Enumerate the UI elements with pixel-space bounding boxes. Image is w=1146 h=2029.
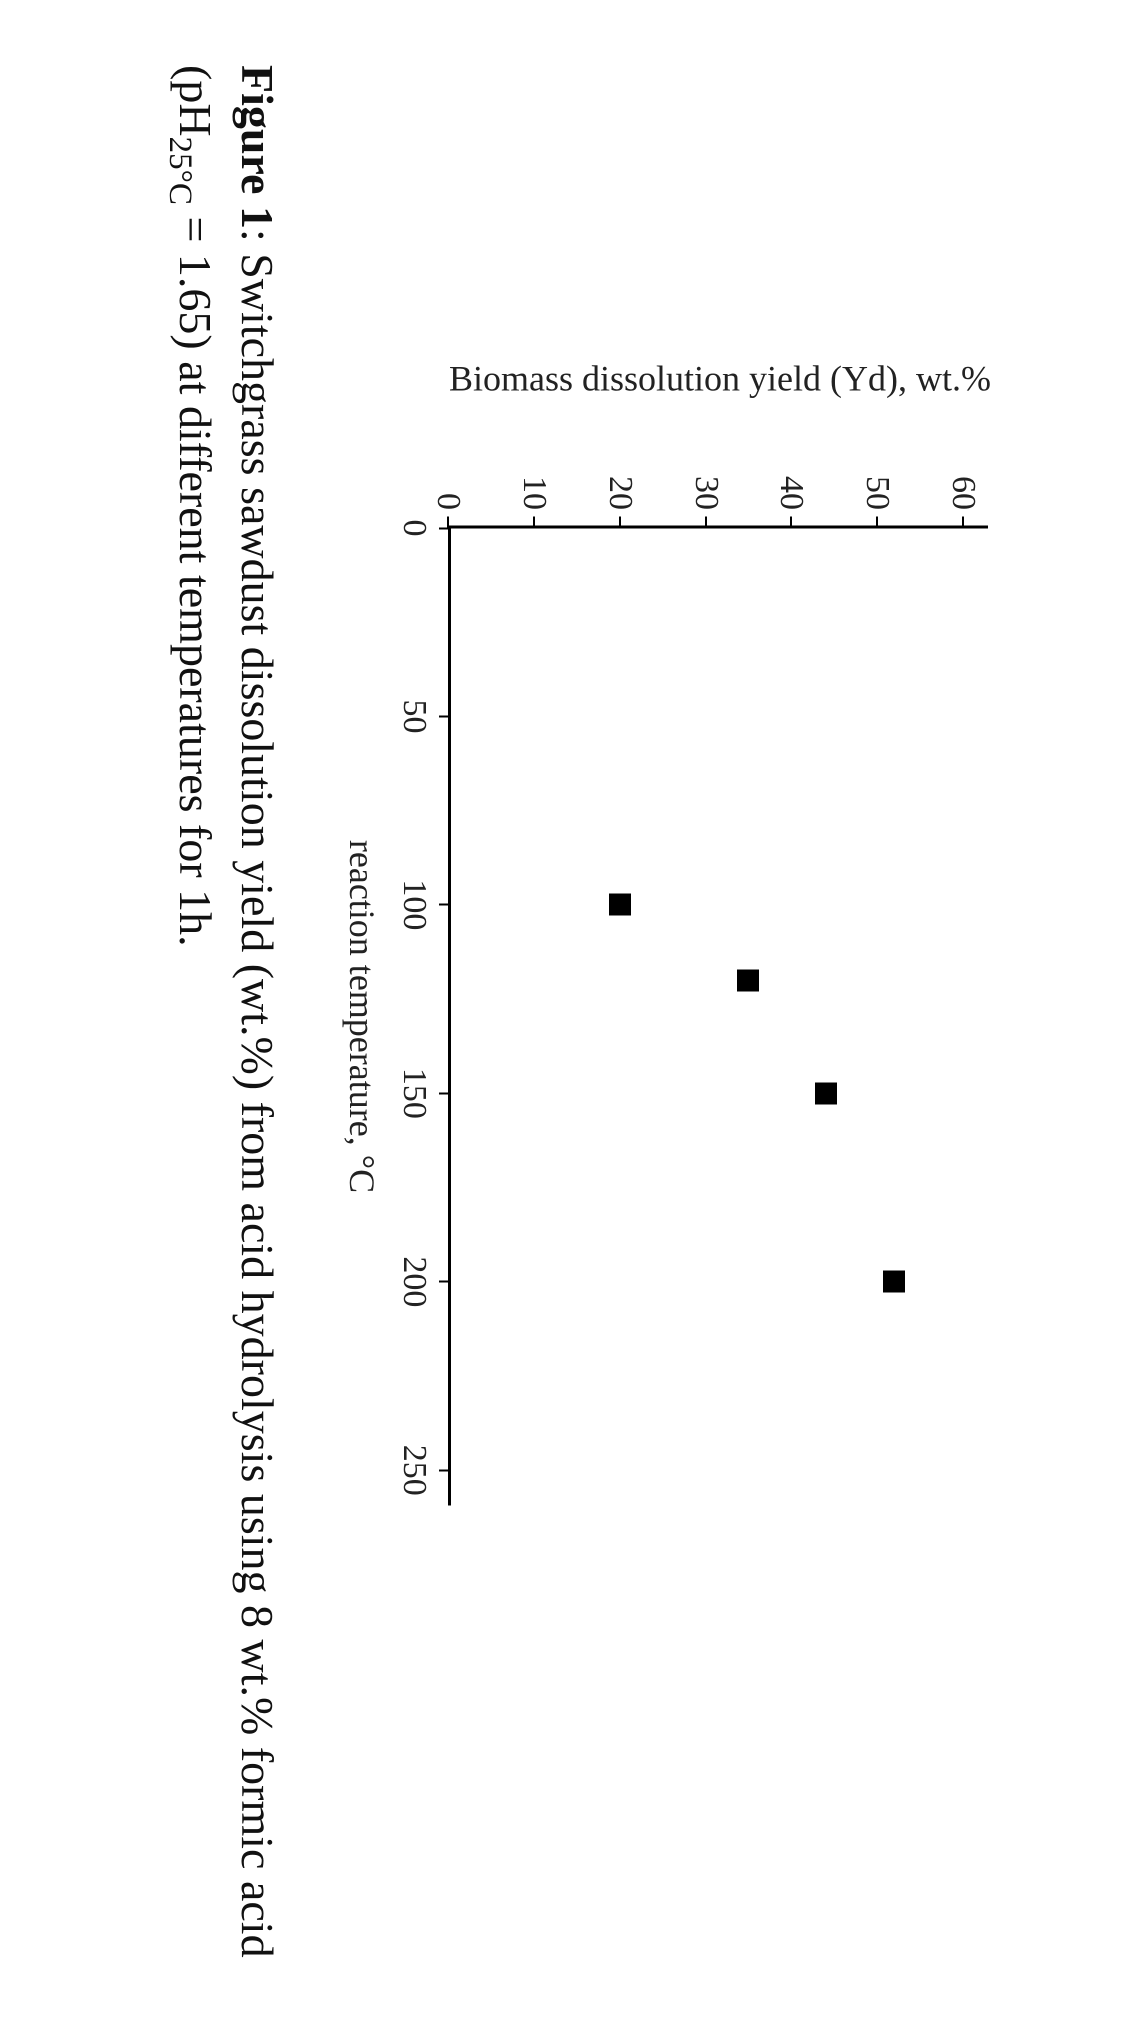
x-tick bbox=[440, 527, 452, 529]
data-point-marker bbox=[883, 1270, 905, 1292]
x-tick-label: 250 bbox=[396, 1444, 434, 1495]
x-tick-label: 200 bbox=[396, 1256, 434, 1307]
y-tick-label: 30 bbox=[687, 476, 725, 510]
caption-text-after: = 1.65) at different temperatures for 1h… bbox=[170, 204, 221, 946]
y-tick bbox=[876, 516, 878, 528]
y-tick bbox=[705, 516, 707, 528]
x-tick-label: 0 bbox=[396, 519, 434, 536]
figure-label: Figure 1 bbox=[233, 65, 284, 229]
y-tick bbox=[790, 516, 792, 528]
y-tick-label: 50 bbox=[858, 476, 896, 510]
chart-frame: Biomass dissolution yield (Yd), wt.% rea… bbox=[449, 525, 989, 1505]
x-tick-label: 150 bbox=[396, 1067, 434, 1118]
x-tick bbox=[440, 1469, 452, 1471]
x-axis-label: reaction temperature, °C bbox=[342, 839, 384, 1192]
figure-caption: Figure 1: Switchgrass sawdust dissolutio… bbox=[158, 65, 289, 1965]
y-tick-label: 20 bbox=[601, 476, 639, 510]
y-tick bbox=[619, 516, 621, 528]
x-tick bbox=[440, 1092, 452, 1094]
y-tick-label: 60 bbox=[944, 476, 982, 510]
caption-subscript: 25°C bbox=[162, 136, 199, 204]
x-tick bbox=[440, 903, 452, 905]
y-tick bbox=[448, 516, 450, 528]
x-tick bbox=[440, 715, 452, 717]
x-tick-label: 50 bbox=[396, 699, 434, 733]
figure-block: Biomass dissolution yield (Yd), wt.% rea… bbox=[158, 65, 989, 1965]
data-point-marker bbox=[609, 893, 631, 915]
y-tick-label: 0 bbox=[430, 493, 468, 510]
y-tick bbox=[533, 516, 535, 528]
y-tick-label: 10 bbox=[515, 476, 553, 510]
y-tick-label: 40 bbox=[772, 476, 810, 510]
page-wrapper: Biomass dissolution yield (Yd), wt.% rea… bbox=[0, 0, 1146, 2029]
scatter-plot-area: Biomass dissolution yield (Yd), wt.% rea… bbox=[449, 525, 989, 1505]
data-point-marker bbox=[738, 969, 760, 991]
data-point-marker bbox=[815, 1082, 837, 1104]
y-tick bbox=[962, 516, 964, 528]
x-tick-label: 100 bbox=[396, 879, 434, 930]
x-tick bbox=[440, 1280, 452, 1282]
y-axis-label: Biomass dissolution yield (Yd), wt.% bbox=[449, 357, 991, 399]
